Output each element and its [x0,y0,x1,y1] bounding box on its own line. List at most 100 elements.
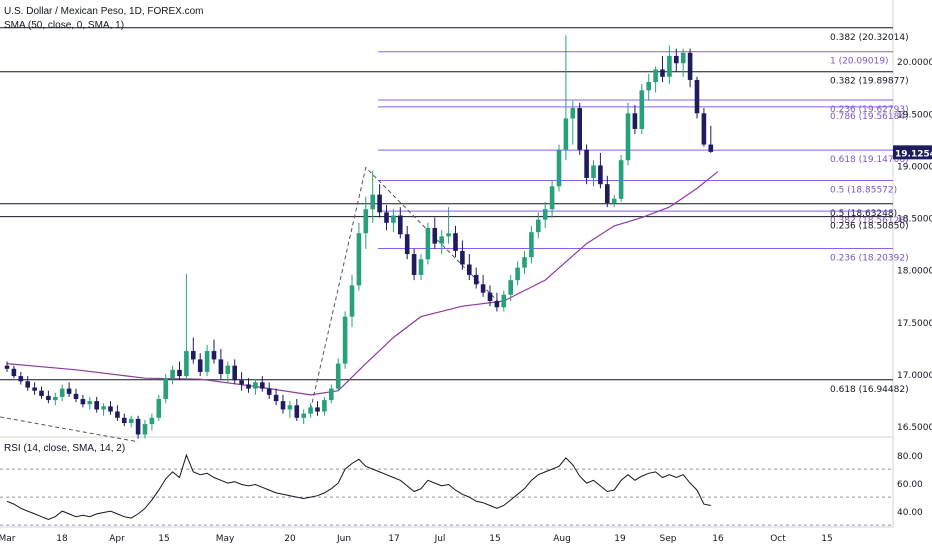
fib-label: 0.236 (18.50850) [830,222,909,232]
candle-body [384,212,389,223]
candle-body [232,365,237,381]
candle-body [170,369,175,379]
candle-body [370,194,375,210]
fib-label: 0.5 (18.63248) [830,209,897,219]
time-tick-label: 18 [56,534,68,544]
rsi-tick-label: 80.00 [897,452,923,462]
candle-body [11,368,17,377]
time-tick-label: 15 [489,534,500,544]
candle-body [473,274,479,285]
rsi-legend[interactable]: RSI (14, close, SMA, 14, 2) [4,443,126,454]
candle-body [680,52,686,64]
time-tick-label: 16 [712,534,724,544]
candle-body [653,69,658,83]
price-tick-label: 18.00000 [897,267,932,277]
fib-levels: 0.382 (20.32014) 1 (20.09019) 0.382 (19.89… [0,27,909,395]
candle-body [425,228,431,260]
fib-label: 0.618 (16.94482) [830,385,909,395]
trendlines [0,166,505,443]
time-tick-label: Sep [660,534,677,544]
price-tick-label: 19.50000 [897,110,932,120]
fib-label: 0.382 (18.56128) [830,216,909,226]
time-tick-label: Jul [434,534,446,544]
price-tick-label: 19.00000 [897,162,932,172]
candle-body [25,381,30,388]
candle-body [322,400,327,412]
grid [0,0,894,528]
candle-body [536,219,541,233]
candle-body [432,228,438,244]
candle-body [329,388,334,401]
fib-label: 1 (20.09019) [830,57,889,67]
fib-label: 0.618 (19.14706) [830,155,909,165]
candle-body [156,399,162,418]
candle-body [439,236,444,244]
candle-body [701,113,707,145]
sma-legend[interactable]: SMA (50, close, 0, SMA, 1) [4,20,125,31]
rsi-tick-label: 60.00 [897,480,923,490]
time-tick-label: 20 [284,534,296,544]
fib-label: 0.382 (19.89877) [830,77,909,87]
candle-body [605,184,610,203]
candle-body [128,418,134,424]
candle-body [694,79,700,114]
rsi-line [6,453,711,521]
candle-body [260,382,265,389]
candle-body [108,406,113,412]
candle-body [460,250,465,265]
candle-body [4,365,10,369]
candle-body [487,292,493,302]
candle-body [46,395,51,401]
candle-body [556,149,562,187]
candle-body [197,359,203,372]
fib-label: 0.786 (19.56184) [830,112,909,122]
candle-body [646,82,651,91]
axes: 20.00000 19.50000 19.00000 18.50000 18.00000… [0,58,932,544]
candle-body [273,394,279,402]
candle-body [391,215,396,223]
candle-body [59,388,65,397]
candle-body [53,396,58,401]
candle-body [218,359,224,375]
price-tick-label: 18.50000 [897,215,932,225]
candle-body [577,108,582,150]
candle-body [204,351,210,372]
candle-body [404,234,410,255]
time-tick-label: 17 [388,534,399,544]
sma-line [6,171,719,396]
candle-body [453,233,458,251]
candle-body [632,113,638,129]
candle-body [239,380,244,385]
candle-body [122,417,127,424]
candle-body [225,365,231,375]
candle-body [674,55,679,64]
candle-body [246,384,251,389]
fib-label: 0.236 (19.62793) [830,105,909,115]
candle-body [708,144,714,152]
candle-body [87,401,93,405]
candle-body [18,376,24,382]
candle-body [687,52,693,80]
candle-body [342,316,348,364]
last-price-badge [893,145,932,160]
price-tick-label: 17.00000 [897,371,932,381]
candle-body [515,267,520,281]
candle-body [308,407,313,414]
candle-body [211,351,217,360]
fib-label: 0.382 (20.32014) [830,33,909,43]
candle-body [598,165,603,185]
candle-body [501,294,507,308]
candle-body [315,407,320,412]
candle-body [142,424,148,435]
rsi-panel [0,453,893,526]
candle-body [529,232,534,258]
rsi-tick-label: 40.00 [897,508,923,518]
fib-label: 0.5 (18.85572) [830,185,897,195]
candle-body [480,284,486,293]
candle-body [115,411,120,418]
time-tick-label: Aug [553,534,571,544]
candle-body [73,393,79,400]
candle-body [584,149,589,178]
